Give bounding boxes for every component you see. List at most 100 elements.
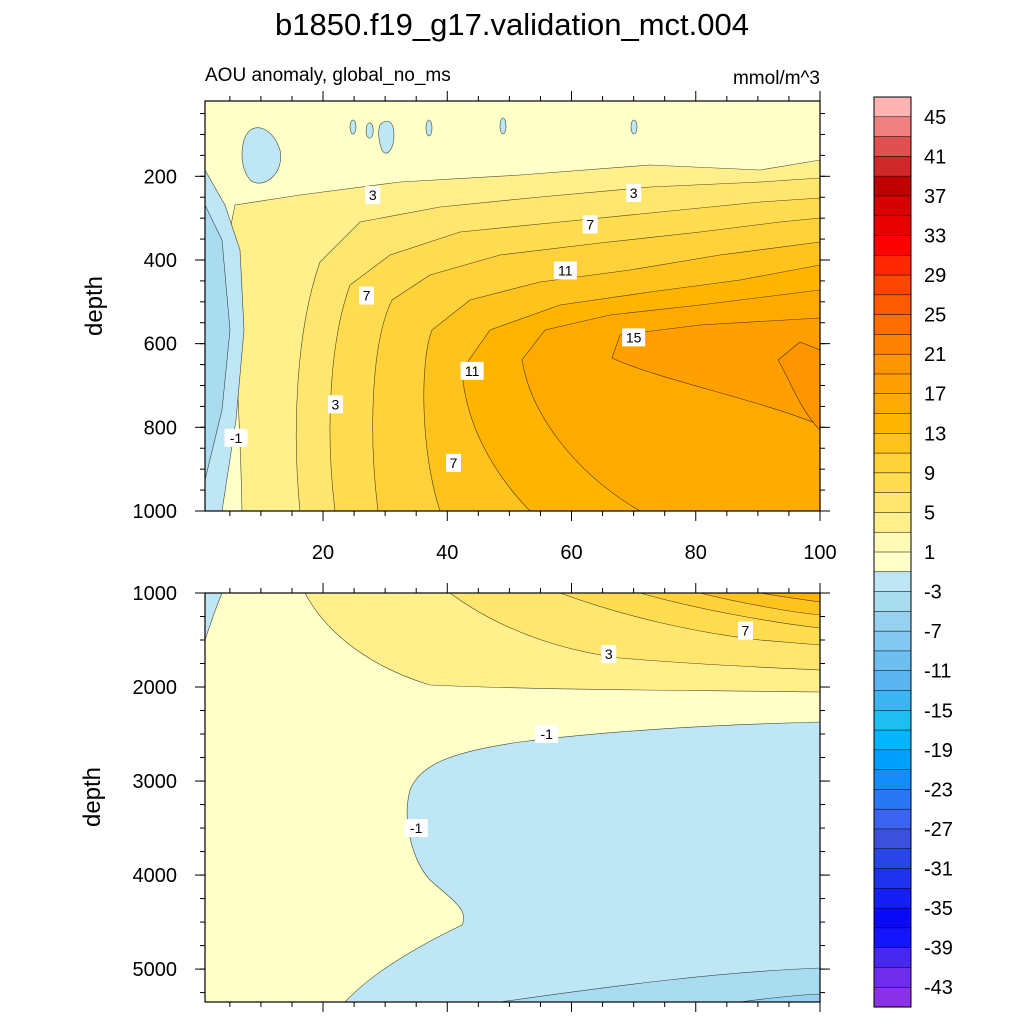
colorbar-swatch [873,888,912,909]
contour-label: 7 [582,215,598,234]
top-panel: AOU anomaly, global_no_ms mmol/m^3 [81,65,837,564]
colorbar-tick-label: -31 [924,859,953,881]
colorbar-tick-label: -15 [924,700,953,722]
top-panel-subtitle: AOU anomaly, global_no_ms [205,65,451,86]
colorbar-swatch [873,967,912,988]
colorbar-swatch [873,195,912,217]
colorbar-labels: 45 41 37 33 29 25 21 17 13 9 5 1 -3 -7 -11 -15 -19 -23 -27… [924,107,953,999]
y-tick-label: 5000 [133,959,178,981]
bottom-panel-contour-labels: 7 3 -1 -1 [404,621,753,838]
contour-label: 3 [601,645,617,664]
colorbar-swatch [873,334,912,355]
contour-label: 7 [445,453,461,472]
contour-label: 15 [622,328,646,347]
bottom-panel: 1000 2000 3000 4000 5000 7 3 -1 -1 depth [79,583,830,1012]
colorbar-swatch [873,472,912,494]
colorbar-swatch [873,274,912,296]
colorbar-swatch [873,848,912,870]
colorbar-swatch [873,947,912,968]
colorbar-swatch [873,630,912,652]
contour-label-text: -1 [230,430,243,446]
contour-label-text: 7 [586,216,594,232]
colorbar-swatch [873,670,912,692]
contour-label-text: 3 [369,187,377,203]
colorbar-tick-label: -23 [924,779,953,801]
colorbar-swatch [873,986,912,1008]
y-tick-label: 200 [144,166,177,188]
colorbar-tick-label: -3 [924,582,942,604]
colorbar-swatch [873,116,912,138]
colorbar-swatch [873,393,912,415]
x-tick-label: 60 [560,542,582,564]
colorbar-tick-label: -43 [924,977,953,999]
colorbar-swatch [873,868,912,889]
contour-label-text: 3 [332,396,340,412]
colorbar-swatch [873,136,912,157]
bottom-panel-x-ticks [229,583,821,1012]
bottom-panel-frame [204,592,821,1003]
y-tick-label: 1000 [133,583,178,605]
x-tick-label: 80 [685,542,707,564]
colorbar-swatch [873,749,912,771]
colorbar-swatch [873,531,912,553]
colorbar-tick-label: 5 [924,502,935,524]
colorbar-swatch [873,571,912,593]
contour-label-text: 11 [558,262,573,278]
colorbar-tick-label: -39 [924,938,953,960]
contour-label: 11 [460,361,484,380]
contour-label-text: 11 [465,363,480,379]
bottom-panel-y-axis-label: depth [79,767,106,827]
colorbar-swatch [873,235,912,256]
colorbar-tick-label: 17 [924,384,946,406]
colorbar-frame [873,96,912,1008]
contour-label: 11 [553,261,577,280]
colorbar-swatch [873,433,912,454]
contour-label: 7 [359,286,375,305]
x-tick-label: 20 [312,542,334,564]
colorbar-tick-label: 13 [924,423,946,445]
colorbar-swatch [873,452,912,474]
contour-label-text: 7 [363,288,371,304]
colorbar-tick-label: 9 [924,463,935,485]
colorbar-swatch [873,591,912,612]
y-tick-label: 400 [144,250,177,272]
contour-label: 3 [327,395,343,414]
y-tick-label: 3000 [133,771,178,793]
top-panel-filled-contours [205,101,820,511]
contour-label: -1 [535,725,559,744]
colorbar-tick-label: -19 [924,740,953,762]
top-panel-frame [204,100,821,512]
colorbar [873,96,912,1008]
contour-label: -1 [404,819,428,838]
top-panel-y-axis-label: depth [81,276,108,336]
colorbar-swatch [873,808,912,830]
y-tick-label: 2000 [133,677,178,699]
colorbar-tick-label: 1 [924,542,935,564]
colorbar-swatch [873,175,912,197]
y-tick-label: 800 [144,417,177,439]
colorbar-swatch [873,927,912,949]
colorbar-swatch [873,353,912,375]
y-tick-label: 1000 [133,501,178,523]
colorbar-tick-label: -35 [924,898,953,920]
colorbar-tick-label: 21 [924,344,946,366]
colorbar-tick-label: 25 [924,305,946,327]
colorbar-swatch [873,156,912,177]
colorbar-tick-label: -27 [924,819,953,841]
colorbar-swatch [873,828,912,850]
colorbar-swatch [873,551,912,573]
colorbar-tick-label: 41 [924,146,946,168]
colorbar-swatch [873,729,912,751]
contour-label-text: -1 [410,820,423,836]
contour-label-text: 3 [630,185,638,201]
contour-label-text: 3 [605,646,613,662]
bottom-panel-y-ticks: 1000 2000 3000 4000 5000 [133,583,830,994]
colorbar-swatch [873,294,912,316]
colorbar-tick-label: 37 [924,186,946,208]
colorbar-tick-label: -11 [924,661,951,683]
colorbar-tick-label: 33 [924,225,946,247]
colorbar-swatch [873,710,912,731]
contour-label: -1 [224,428,248,447]
x-tick-label: 40 [436,542,458,564]
